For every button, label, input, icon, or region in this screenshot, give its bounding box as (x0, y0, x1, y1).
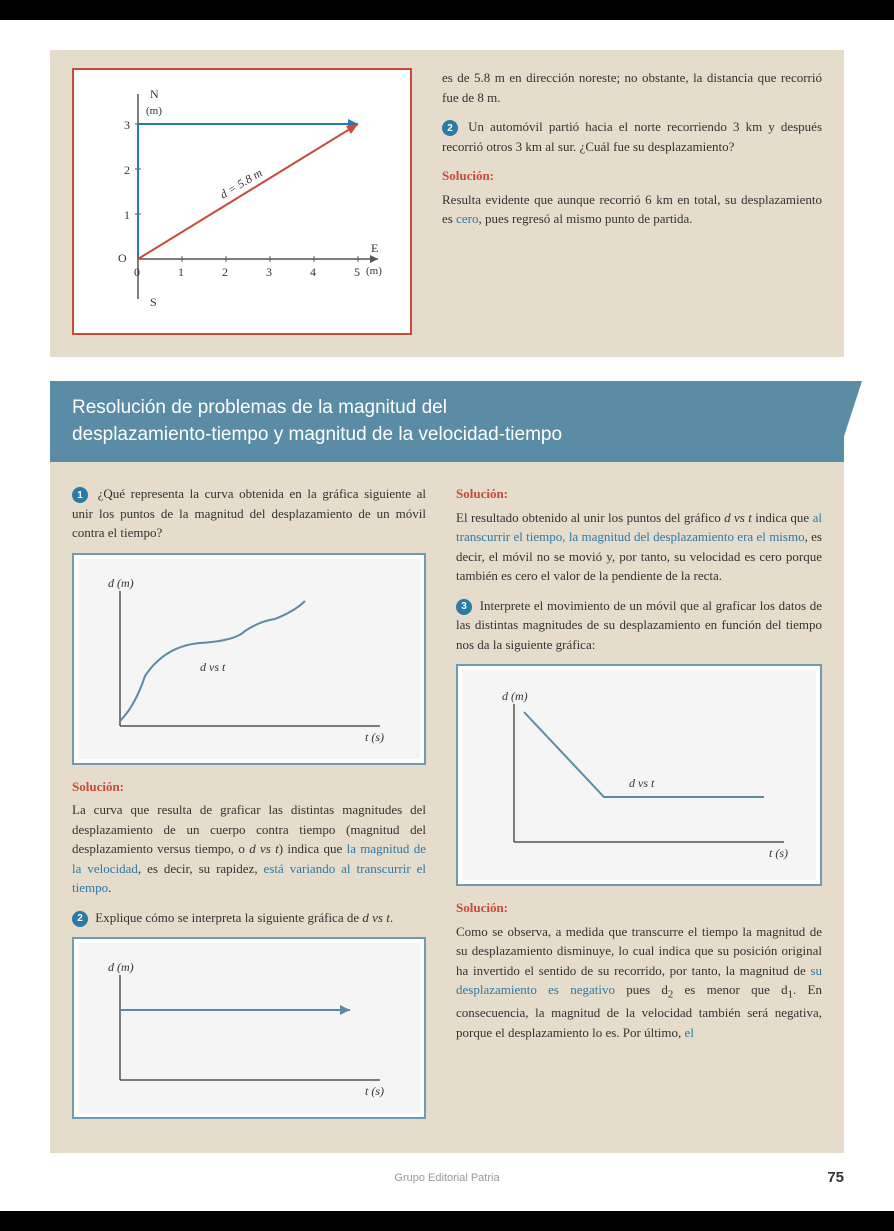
banner-line2: desplazamiento-tiempo y magnitud de la v… (72, 422, 822, 449)
publisher: Grupo Editorial Patria (394, 1172, 499, 1184)
question-1: 1 ¿Qué representa la curva obtenida en l… (72, 484, 426, 543)
graph-1: d (m) t (s) d vs t (90, 571, 400, 751)
page-footer: Grupo Editorial Patria 75 (50, 1169, 844, 1186)
origin: O (118, 251, 127, 265)
svg-text:d vs t: d vs t (629, 776, 655, 790)
intro-continuation: es de 5.8 m en dirección noreste; no obs… (442, 68, 822, 107)
axis-s: S (150, 295, 157, 309)
solution-2b-text: El resultado obtenido al unir los puntos… (456, 508, 822, 586)
svg-text:1: 1 (124, 208, 130, 222)
question-2b: 2 Explique cómo se interpreta la siguien… (72, 908, 426, 928)
solution-label-1: Solución: (72, 777, 426, 797)
svg-text:3: 3 (124, 118, 130, 132)
svg-text:d (m): d (m) (108, 576, 134, 590)
question-3: 3 Interprete el movimiento de un móvil q… (456, 596, 822, 655)
unit-x: (m) (366, 265, 382, 277)
top-panel: 0 1 2 3 4 5 1 2 3 (50, 50, 844, 357)
solution-1-text: La curva que resulta de graficar las dis… (72, 800, 426, 898)
banner-line1: Resolución de problemas de la magnitud d… (72, 395, 822, 422)
num-1-icon: 1 (72, 487, 88, 503)
svg-text:d vs t: d vs t (200, 660, 226, 674)
num-2b-icon: 2 (72, 911, 88, 927)
svg-text:4: 4 (310, 265, 316, 279)
svg-text:1: 1 (178, 265, 184, 279)
num-3-icon: 3 (456, 599, 472, 615)
page-number: 75 (827, 1169, 844, 1186)
svg-text:3: 3 (266, 265, 272, 279)
svg-text:2: 2 (124, 163, 130, 177)
svg-text:t (s): t (s) (365, 730, 384, 744)
svg-text:2: 2 (222, 265, 228, 279)
axis-n: N (150, 87, 159, 101)
displacement-diagram: 0 1 2 3 4 5 1 2 3 (88, 84, 388, 314)
unit-y: (m) (146, 105, 162, 117)
num-2-icon: 2 (442, 120, 458, 136)
solution-2-text: Resulta evidente que aunque recorrió 6 k… (442, 190, 822, 229)
solution-label-3: Solución: (456, 898, 822, 918)
graph-3: d (m) t (s) d vs t (474, 682, 804, 872)
solution-label-2: Solución: (456, 484, 822, 504)
question-2: 2 Un automóvil partió hacia el norte rec… (442, 117, 822, 156)
xy-diagram-frame: 0 1 2 3 4 5 1 2 3 (72, 68, 412, 335)
graph-1-frame: d (m) t (s) d vs t (72, 553, 426, 765)
right-column: Solución: El resultado obtenido al unir … (456, 484, 822, 1131)
solution-label: Solución: (442, 166, 822, 186)
section-banner: Resolución de problemas de la magnitud d… (50, 381, 844, 462)
svg-text:d (m): d (m) (502, 689, 528, 703)
svg-text:t (s): t (s) (769, 846, 788, 860)
graph-3-frame: d (m) t (s) d vs t (456, 664, 822, 886)
solution-3-text: Como se observa, a medida que transcurre… (456, 922, 822, 1042)
svg-text:t (s): t (s) (365, 1084, 384, 1098)
left-column: 1 ¿Qué representa la curva obtenida en l… (72, 484, 426, 1131)
graph-2-frame: d (m) t (s) (72, 937, 426, 1119)
axis-e: E (371, 241, 378, 255)
svg-text:0: 0 (134, 265, 140, 279)
graph-2: d (m) t (s) (90, 955, 400, 1105)
svg-text:5: 5 (354, 265, 360, 279)
main-panel: 1 ¿Qué representa la curva obtenida en l… (50, 462, 844, 1153)
svg-text:d (m): d (m) (108, 960, 134, 974)
page: 0 1 2 3 4 5 1 2 3 (0, 20, 894, 1211)
top-right-text: es de 5.8 m en dirección noreste; no obs… (442, 68, 822, 335)
